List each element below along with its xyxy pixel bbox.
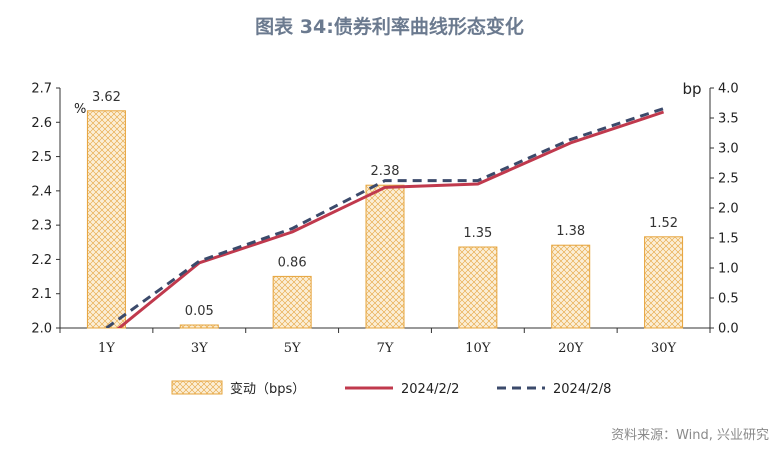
left-tick-label: 2.2	[31, 253, 52, 268]
x-tick-label: 3Y	[191, 341, 208, 356]
x-tick-label: 7Y	[377, 341, 394, 356]
right-tick-label: 0.0	[718, 322, 739, 337]
bar-7Y	[365, 184, 405, 329]
x-tick-label: 10Y	[465, 341, 491, 356]
bar-20Y	[551, 244, 591, 329]
bar-data-label: 1.35	[463, 226, 492, 241]
right-tick-label: 2.0	[718, 202, 739, 217]
left-axis-unit: %	[74, 102, 86, 117]
right-tick-label: 3.5	[718, 112, 739, 127]
legend-label-series-2: 2024/2/8	[553, 382, 611, 397]
right-tick-label: 3.0	[718, 142, 739, 157]
x-tick-label: 5Y	[284, 341, 301, 356]
bar-data-label: 1.52	[649, 216, 678, 231]
legend-label-bars: 变动（bps）	[230, 381, 305, 397]
x-tick-label: 1Y	[98, 341, 115, 356]
left-tick-label: 2.1	[31, 287, 52, 302]
bar-3Y	[179, 324, 219, 329]
bar-10Y	[458, 246, 498, 329]
bar-data-label: 2.38	[371, 164, 400, 179]
bar-1Y	[86, 110, 126, 329]
bar-data-label: 0.05	[185, 304, 214, 319]
left-tick-label: 2.7	[31, 82, 52, 97]
bar-30Y	[644, 236, 684, 329]
right-tick-label: 2.5	[718, 172, 739, 187]
bar-data-label: 0.86	[278, 255, 307, 270]
right-axis-unit: bp	[682, 80, 701, 98]
x-tick-label: 30Y	[651, 341, 677, 356]
bar-data-label: 1.38	[556, 224, 585, 239]
chart-title: 图表 34:债券利率曲线形态变化	[255, 16, 524, 38]
bar-5Y	[272, 275, 312, 329]
left-tick-label: 2.4	[31, 184, 52, 199]
right-tick-label: 1.5	[718, 232, 739, 247]
left-tick-label: 2.0	[31, 322, 52, 337]
series-line-2024/2/8	[105, 107, 665, 328]
right-tick-label: 1.0	[718, 262, 739, 277]
source-note: 资料来源：Wind, 兴业研究	[611, 428, 769, 443]
bar-data-label: 3.62	[92, 90, 121, 105]
right-tick-label: 4.0	[718, 82, 739, 97]
left-tick-label: 2.5	[31, 150, 52, 165]
left-tick-label: 2.3	[31, 219, 52, 234]
left-tick-label: 2.6	[31, 116, 52, 131]
legend-swatch-bars	[171, 380, 223, 395]
legend-label-series-1: 2024/2/2	[401, 382, 459, 397]
x-tick-label: 20Y	[558, 341, 584, 356]
right-tick-label: 0.5	[718, 292, 739, 307]
